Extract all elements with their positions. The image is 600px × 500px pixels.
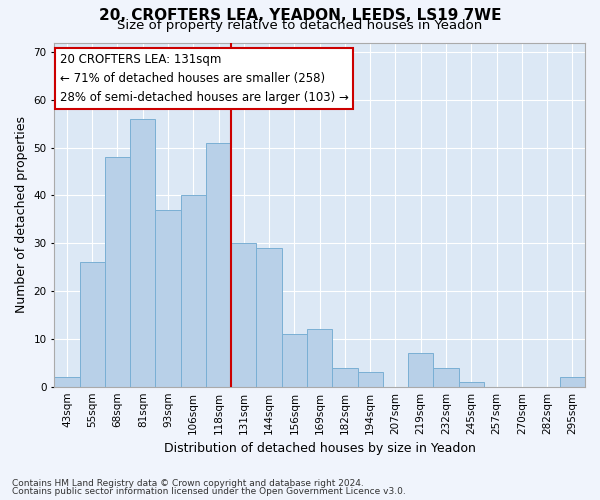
Bar [408,353,433,386]
Bar [433,368,458,386]
Text: 20 CROFTERS LEA: 131sqm
← 71% of detached houses are smaller (258)
28% of semi-d: 20 CROFTERS LEA: 131sqm ← 71% of detache… [59,53,349,104]
Bar [80,262,105,386]
Bar [231,244,256,386]
Text: Contains public sector information licensed under the Open Government Licence v3: Contains public sector information licen… [12,487,406,496]
X-axis label: Distribution of detached houses by size in Yeadon: Distribution of detached houses by size … [164,442,476,455]
Bar [206,143,231,386]
Y-axis label: Number of detached properties: Number of detached properties [15,116,28,313]
Bar [105,157,130,386]
Bar [332,368,358,386]
Text: Size of property relative to detached houses in Yeadon: Size of property relative to detached ho… [118,19,482,32]
Bar [560,377,585,386]
Bar [458,382,484,386]
Bar [307,330,332,386]
Bar [358,372,383,386]
Bar [130,119,155,386]
Bar [181,196,206,386]
Bar [282,334,307,386]
Text: Contains HM Land Registry data © Crown copyright and database right 2024.: Contains HM Land Registry data © Crown c… [12,478,364,488]
Bar [55,377,80,386]
Text: 20, CROFTERS LEA, YEADON, LEEDS, LS19 7WE: 20, CROFTERS LEA, YEADON, LEEDS, LS19 7W… [99,8,501,22]
Bar [155,210,181,386]
Bar [256,248,282,386]
